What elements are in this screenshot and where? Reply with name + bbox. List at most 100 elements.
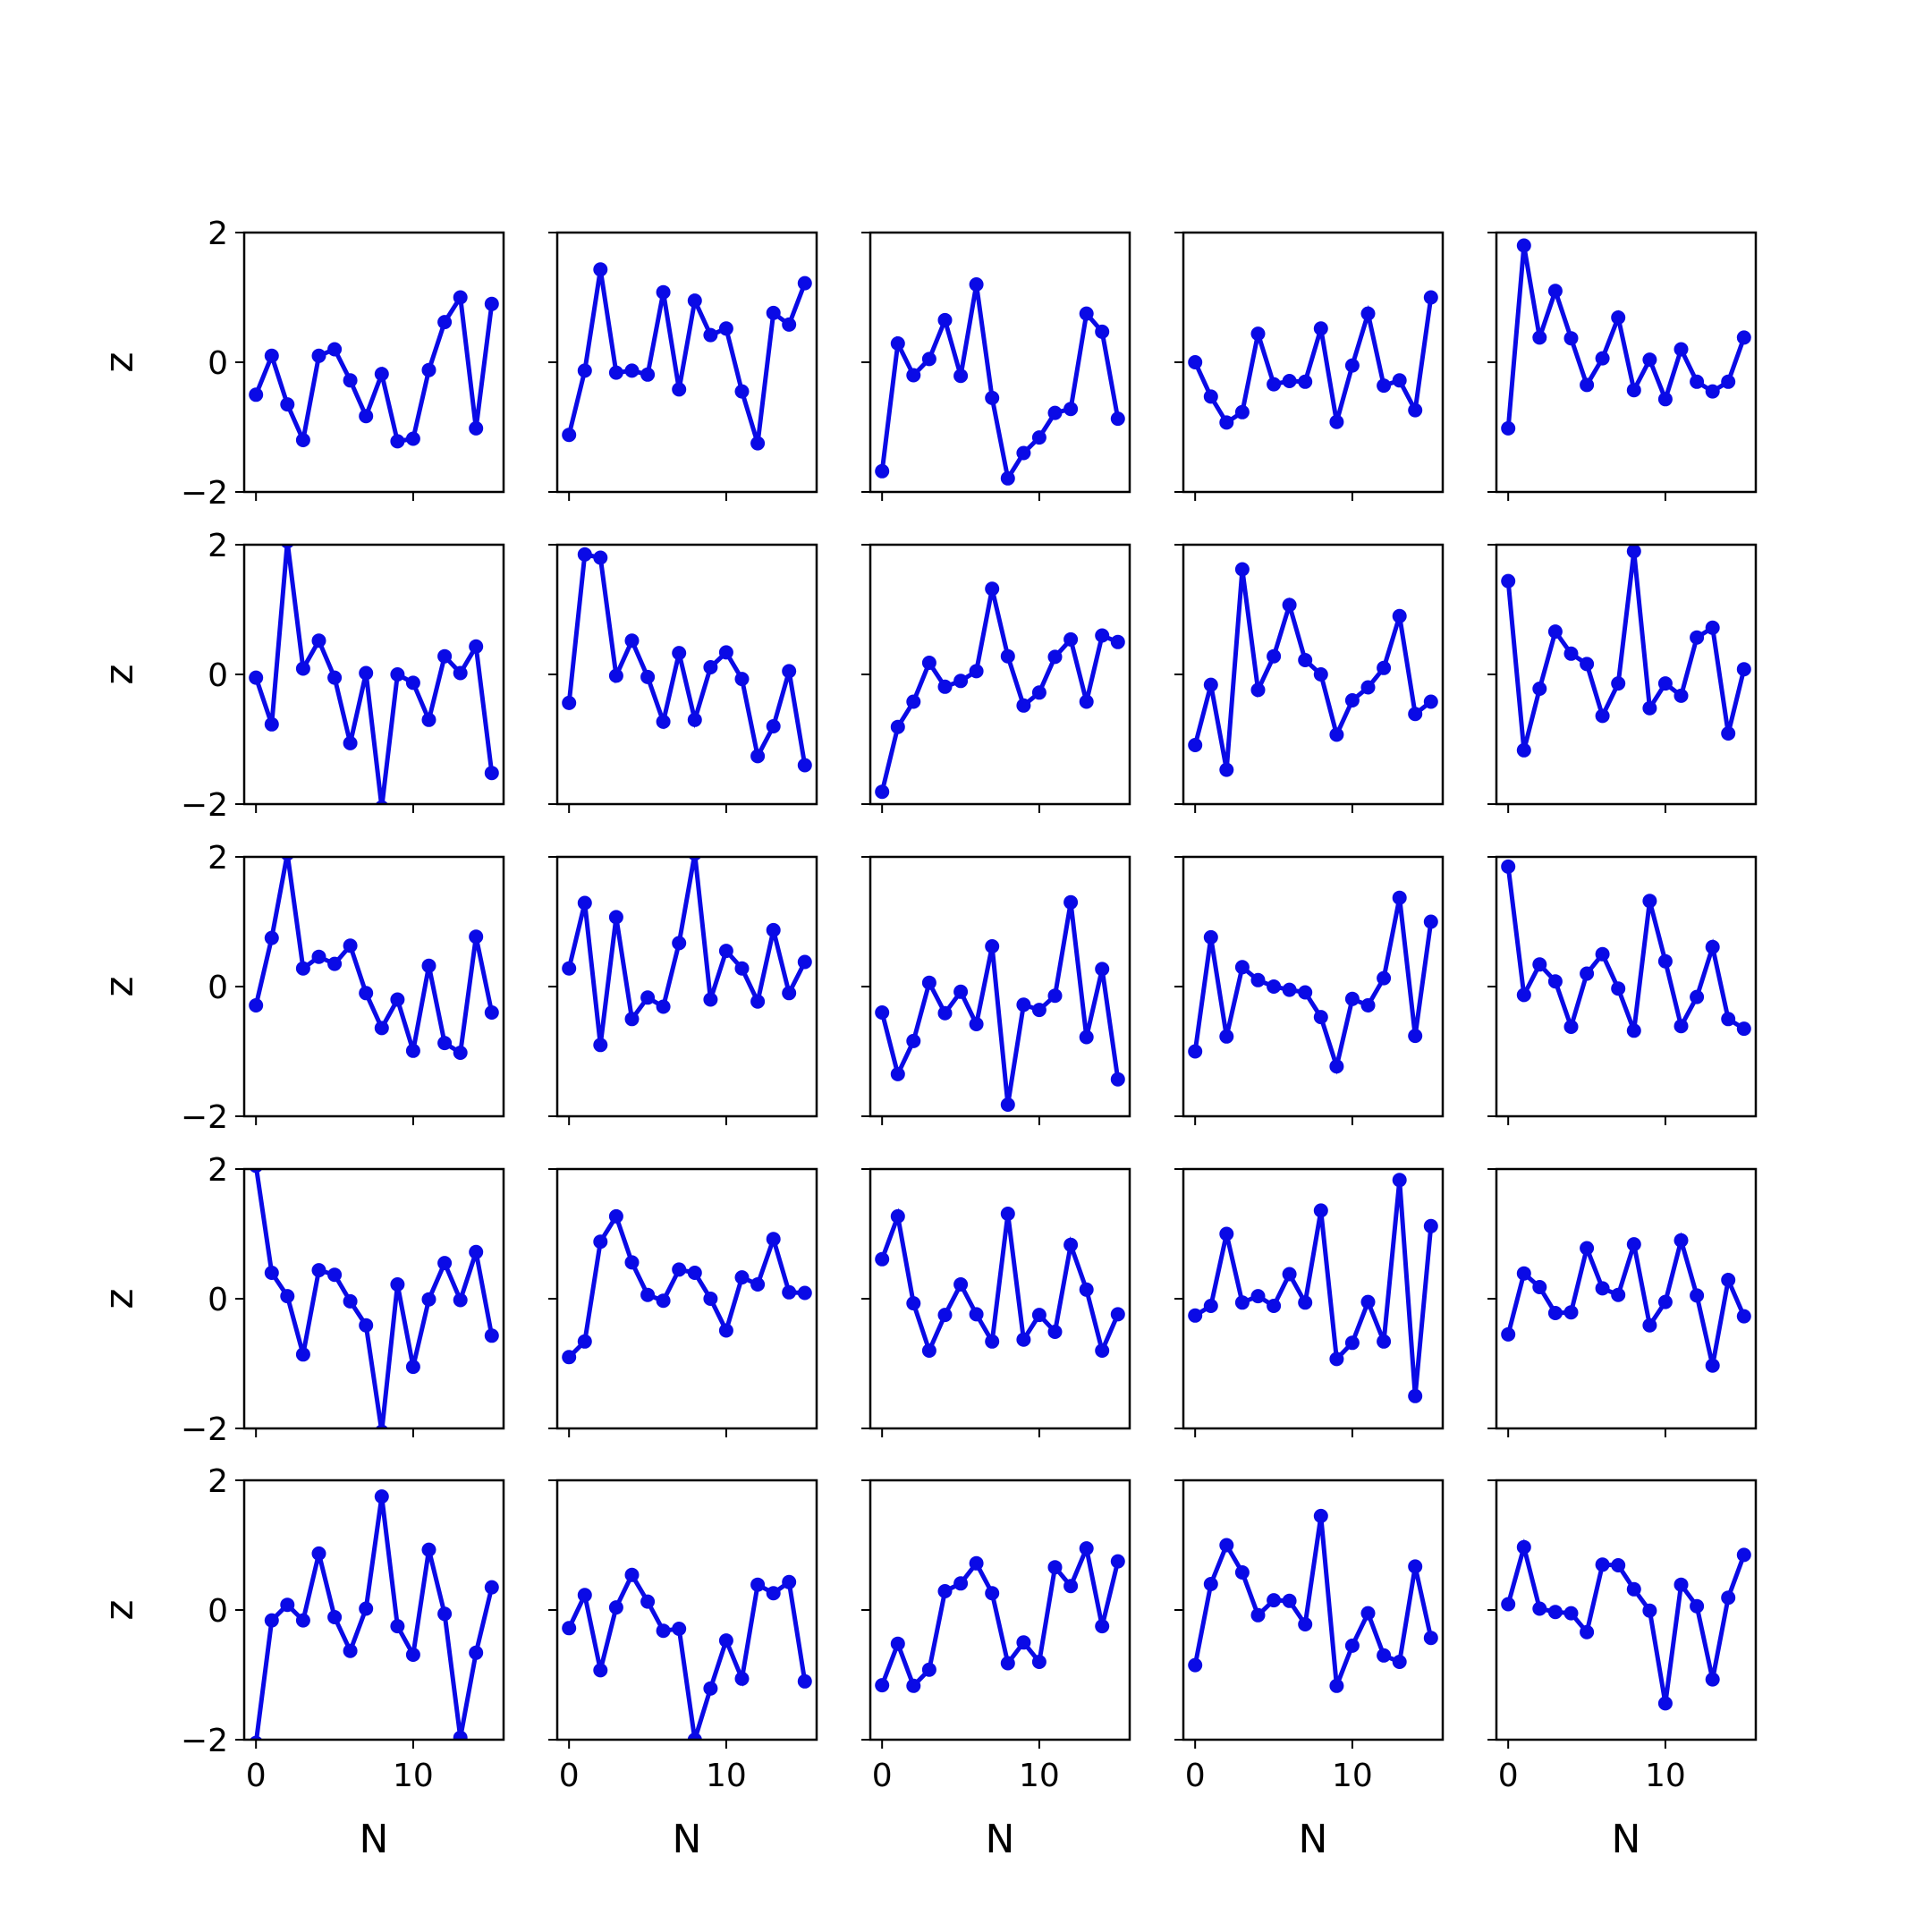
series-line [253,857,495,1057]
data-point [484,296,499,311]
data-point [343,735,358,750]
series-line [1505,866,1746,1035]
data-point [1219,1029,1234,1044]
data-point [890,1636,905,1651]
data-point [1642,700,1657,716]
data-point [985,1586,1000,1601]
data-point [1360,998,1376,1013]
data-point [1188,355,1203,369]
data-point [593,1663,608,1678]
data-point [1690,630,1705,645]
data-point [1377,660,1392,675]
data-point [718,645,733,660]
x-tick-label: 10 [1019,1758,1060,1794]
data-point [577,895,592,911]
data-point [782,1574,797,1589]
data-point [1563,1020,1579,1034]
data-point [437,1036,453,1051]
x-axis-label: N [1299,1817,1328,1862]
data-point [1690,989,1705,1004]
data-point [797,954,812,970]
data-point [969,1555,984,1571]
data-point [656,284,671,300]
series-line [879,1208,1121,1358]
data-point [985,390,1000,405]
data-point [953,1576,969,1591]
data-point [1674,1577,1689,1592]
data-point [1234,1565,1250,1580]
data-point [1705,1672,1720,1687]
series-line [567,1211,805,1360]
data-point [1095,1343,1110,1358]
data-point [875,784,890,800]
data-point [453,1730,468,1740]
data-point [264,348,279,363]
data-point [390,434,405,449]
data-point [1047,405,1063,420]
data-point [734,384,750,399]
data-point [1110,1307,1125,1322]
data-point [1250,1289,1266,1304]
x-tick-label: 0 [559,1758,580,1794]
data-point [656,999,671,1014]
data-point [1657,676,1673,691]
x-tick-label: 0 [246,1758,267,1794]
data-point [718,321,733,336]
data-point [484,1580,499,1595]
data-point [469,1645,484,1660]
data-point [1016,1635,1031,1650]
data-point [1063,402,1079,417]
data-point [953,369,969,384]
data-point [1188,738,1203,752]
data-point [1377,1648,1392,1663]
series-line [1192,1515,1434,1687]
series-line [879,588,1119,792]
data-point [1736,662,1751,677]
data-point [718,944,733,959]
data-point [453,665,468,681]
data-point [1344,991,1360,1006]
data-point [1016,698,1031,713]
data-point [264,716,279,732]
data-point [703,660,718,674]
data-point [359,1601,374,1616]
data-point [1626,1581,1641,1597]
data-point [875,1005,890,1020]
y-tick-label: 2 [208,216,228,252]
data-point [703,992,718,1007]
data-point [1657,953,1673,969]
data-point [1031,1003,1046,1018]
data-point [390,1277,405,1292]
data-point [1392,890,1407,905]
data-point [1626,383,1641,398]
series-line [1505,1232,1747,1367]
x-tick-label: 0 [1498,1758,1519,1794]
data-point [1674,1019,1689,1034]
data-point [1501,420,1516,436]
subplot-r0-c0: −2 0 2 z [97,216,505,512]
data-point [1657,1696,1673,1711]
data-point [1344,693,1360,708]
series-group [562,857,812,1053]
data-point [421,958,436,973]
data-point [1344,1335,1360,1351]
data-point [937,679,953,694]
subplot-r2-c1 [548,855,818,1125]
data-point [1016,1332,1031,1347]
data-point [1642,1318,1657,1333]
data-point [1516,1266,1531,1281]
data-point [921,656,936,670]
data-point [343,1643,358,1658]
data-point [953,1277,969,1292]
data-point [1611,1287,1626,1302]
data-point [437,1256,453,1271]
data-point [469,1244,484,1259]
data-point [1079,1282,1094,1297]
data-point [1532,682,1547,696]
subplot-r2-c0: −2 0 2 z [97,840,505,1136]
data-point [359,986,374,1001]
series-line [1505,551,1747,751]
y-tick-label: −2 [181,475,228,512]
